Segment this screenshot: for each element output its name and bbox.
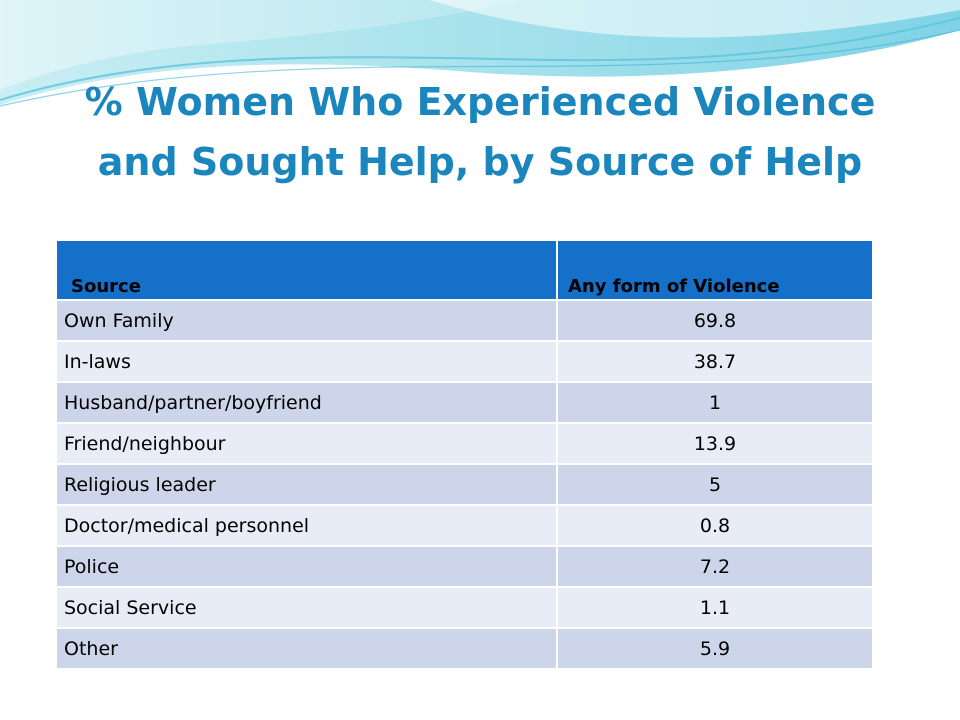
table-row: Husband/partner/boyfriend 1 bbox=[57, 382, 872, 424]
value-cell: 7.2 bbox=[557, 546, 872, 588]
source-cell: In-laws bbox=[57, 341, 558, 383]
table-row: Friend/neighbour 13.9 bbox=[57, 423, 872, 465]
value-cell: 5 bbox=[557, 464, 872, 506]
source-cell: Other bbox=[57, 628, 558, 670]
source-cell: Social Service bbox=[57, 587, 558, 629]
source-cell: Religious leader bbox=[57, 464, 558, 506]
source-cell: Police bbox=[57, 546, 558, 588]
table-row: Religious leader 5 bbox=[57, 464, 872, 506]
page-title: % Women Who Experienced Violence and Sou… bbox=[30, 72, 930, 192]
table-row: In-laws 38.7 bbox=[57, 341, 872, 383]
column-header-source: Source bbox=[57, 241, 558, 301]
source-cell: Friend/neighbour bbox=[57, 423, 558, 465]
value-cell: 0.8 bbox=[557, 505, 872, 547]
value-cell: 1.1 bbox=[557, 587, 872, 629]
table-row: Social Service 1.1 bbox=[57, 587, 872, 629]
source-cell: Own Family bbox=[57, 300, 558, 342]
help-source-table: Source Any form of Violence Own Family 6… bbox=[57, 241, 872, 670]
table-row: Doctor/medical personnel 0.8 bbox=[57, 505, 872, 547]
source-cell: Doctor/medical personnel bbox=[57, 505, 558, 547]
table-header-row: Source Any form of Violence bbox=[57, 241, 872, 301]
title-line-1: % Women Who Experienced Violence bbox=[84, 80, 876, 124]
value-cell: 1 bbox=[557, 382, 872, 424]
value-cell: 5.9 bbox=[557, 628, 872, 670]
value-cell: 69.8 bbox=[557, 300, 872, 342]
decorative-wave-banner bbox=[0, 0, 960, 107]
value-cell: 13.9 bbox=[557, 423, 872, 465]
source-cell: Husband/partner/boyfriend bbox=[57, 382, 558, 424]
table-row: Own Family 69.8 bbox=[57, 300, 872, 342]
title-line-2: and Sought Help, by Source of Help bbox=[97, 140, 863, 184]
column-header-violence: Any form of Violence bbox=[557, 241, 872, 301]
value-cell: 38.7 bbox=[557, 341, 872, 383]
table-row: Police 7.2 bbox=[57, 546, 872, 588]
table-row: Other 5.9 bbox=[57, 628, 872, 670]
